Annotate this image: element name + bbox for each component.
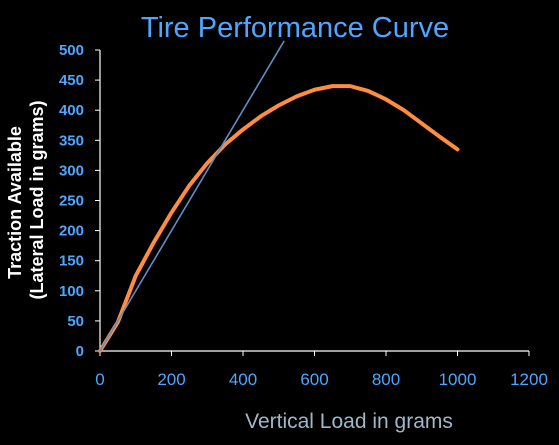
y-axis-ticks: 0 50 100 150 200 250 300 350 400 450 500 <box>59 42 100 360</box>
y-tick-label-3: 150 <box>59 253 84 270</box>
y-tick-label-7: 350 <box>59 132 84 149</box>
y-tick-label-10: 500 <box>59 42 84 59</box>
y-tick-label-0: 0 <box>76 343 84 360</box>
x-tick-label-2: 400 <box>229 370 257 389</box>
x-tick-label-0: 0 <box>95 370 104 389</box>
y-tick-label-5: 250 <box>59 193 84 210</box>
y-axis-title-line-2: (Lateral Load in grams) <box>27 100 47 299</box>
y-tick-label-2: 100 <box>59 283 84 300</box>
y-tick-label-1: 50 <box>67 313 84 330</box>
series-group <box>98 40 460 353</box>
chart-title: Tire Performance Curve <box>141 12 449 44</box>
y-tick-label-4: 200 <box>59 223 84 240</box>
x-tick-label-6: 1200 <box>510 370 548 389</box>
linear-reference-line <box>99 40 285 352</box>
x-tick-label-4: 800 <box>372 370 400 389</box>
y-axis-title-line-1: Traction Available <box>5 126 25 279</box>
tire-performance-series-line <box>98 84 460 353</box>
x-tick-label-3: 600 <box>300 370 328 389</box>
x-tick-label-5: 1000 <box>439 370 477 389</box>
y-axis-title-group: Traction Available (Lateral Load in gram… <box>5 100 47 299</box>
y-tick-label-6: 300 <box>59 162 84 179</box>
y-tick-label-9: 450 <box>59 72 84 89</box>
x-tick-label-1: 200 <box>157 370 185 389</box>
y-axis-title: Traction Available (Lateral Load in gram… <box>5 100 47 299</box>
y-tick-label-8: 400 <box>59 102 84 119</box>
x-axis-ticks: 0 200 400 600 800 1000 1200 <box>95 351 548 389</box>
axes <box>99 50 529 352</box>
x-axis-title: Vertical Load in grams <box>245 410 453 433</box>
